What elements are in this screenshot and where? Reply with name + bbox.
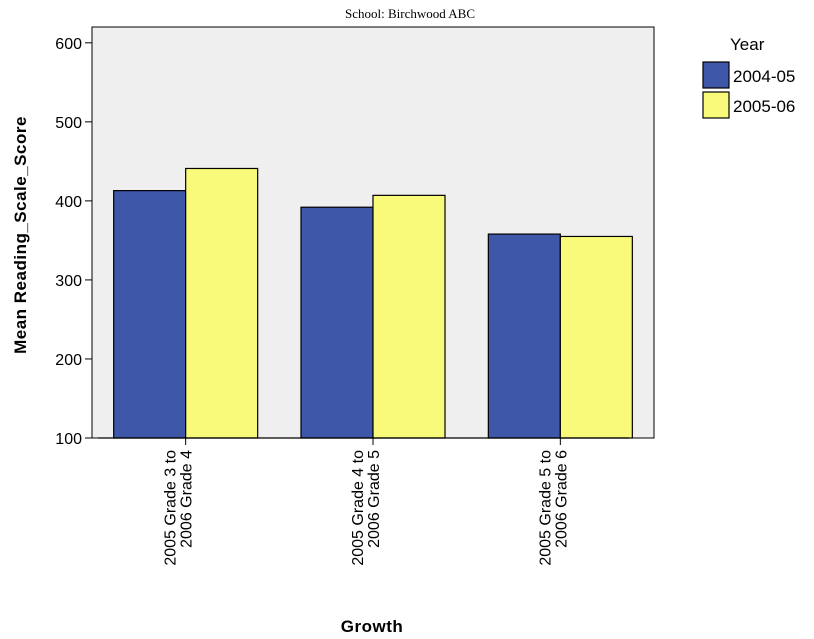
x-axis-labels: 2005 Grade 3 to 2006 Grade 4 2005 Grade 4 … (163, 438, 570, 566)
bar-2004-05-1 (113, 190, 187, 439)
chart-title: School: Birchwood ABC (345, 6, 475, 21)
x-tick-label-3-1: 2005 Grade 5 to (537, 450, 554, 566)
legend-title: Year (730, 35, 765, 54)
x-tick-label-1-1: 2005 Grade 3 to (163, 450, 180, 566)
bar-2004-05-3 (487, 233, 561, 439)
x-tick-label-2-2: 2006 Grade 5 (366, 450, 383, 548)
y-tick-label-200: 200 (55, 352, 82, 369)
x-axis-label: Growth (341, 617, 404, 636)
y-tick-label-600: 600 (55, 36, 82, 53)
legend-swatch-2004-05 (702, 61, 730, 89)
legend-label-2005-06: 2005-06 (733, 97, 795, 116)
legend-swatch-2005-06 (702, 91, 730, 119)
y-tick-label-500: 500 (55, 115, 82, 132)
bar-2005-06-3 (559, 235, 633, 439)
y-tick-label-300: 300 (55, 273, 82, 290)
legend-label-2004-05: 2004-05 (733, 67, 795, 86)
y-axis: 100 200 300 400 500 600 (55, 36, 92, 448)
x-tick-label-1-2: 2006 Grade 4 (179, 450, 196, 548)
bar-2005-06-1 (185, 167, 259, 439)
bar-2004-05-2 (300, 206, 374, 439)
legend: Year 2004-05 2005-06 (702, 35, 795, 119)
x-tick-label-2-1: 2005 Grade 4 to (350, 450, 367, 566)
y-tick-label-100: 100 (55, 431, 82, 448)
x-tick-label-3-2: 2006 Grade 6 (553, 450, 570, 548)
bar-2005-06-2 (372, 194, 446, 439)
bars (98, 167, 633, 439)
y-axis-label: Mean Reading_Scale_Score (11, 116, 30, 354)
y-tick-label-400: 400 (55, 194, 82, 211)
